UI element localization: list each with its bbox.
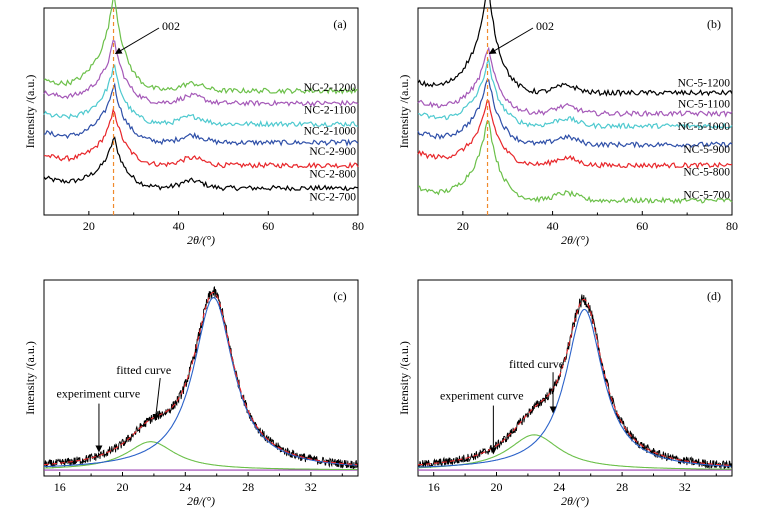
series-label: NC-5-700 [683, 189, 730, 201]
series-line-nc-2-1000 [43, 63, 359, 128]
plot-frame [417, 7, 733, 216]
series-label: NC-5-1100 [678, 98, 730, 110]
x-tick-label: 32 [679, 480, 691, 494]
x-axis-label: 2θ/(°) [187, 494, 215, 508]
series-label: NC-5-1200 [678, 78, 731, 90]
y-axis-label: Intensity /(a.u.) [397, 341, 411, 415]
series-label: NC-2-900 [309, 146, 356, 158]
annotation-arrow [488, 27, 534, 55]
x-tick-label: 16 [428, 480, 440, 494]
series-line-nc-5-900 [417, 79, 733, 149]
curve-annotation: fitted curve [116, 363, 171, 377]
fitted-curve-line [417, 298, 732, 467]
series-label: NC-2-1000 [304, 125, 357, 137]
plot-frame [43, 279, 359, 477]
y-axis-label: Intensity /(a.u.) [397, 75, 411, 149]
fitted-curve-line [43, 291, 358, 466]
peak-annotation: 002 [536, 19, 554, 33]
x-tick-label: 60 [636, 219, 648, 233]
series-line-nc-2-800 [44, 108, 359, 170]
x-tick-label: 24 [179, 480, 191, 494]
fit-peak-1-line [44, 297, 358, 468]
fit-peak-1-line [417, 308, 732, 468]
panel-label: (a) [333, 17, 346, 31]
x-tick-label: 80 [352, 219, 364, 233]
curve-annotation: experiment curve [57, 387, 141, 401]
x-tick-label: 24 [553, 480, 565, 494]
series-label: NC-2-1100 [304, 105, 356, 117]
series-line-nc-5-1200 [417, 0, 733, 98]
x-tick-label: 40 [173, 219, 185, 233]
series-line-nc-2-1100 [43, 39, 359, 107]
x-tick-label: 32 [305, 480, 317, 494]
curve-annotation: fitted curve [509, 357, 564, 371]
panel-label: (b) [707, 17, 721, 31]
series-label: NC-2-800 [309, 169, 356, 181]
fit-peak-2-line [418, 434, 732, 470]
panel-label: (c) [333, 289, 346, 303]
series-line-nc-5-1000 [417, 58, 733, 130]
panel-d: 16 20 24 28 32 2θ/(°) Intensity /(a.u.) (d) expe… [397, 279, 733, 508]
panel-c: 16 20 24 28 32 2θ/(°) Intensity /(a.u.) (c) expe… [23, 279, 359, 508]
x-tick-label: 28 [242, 480, 254, 494]
series-label: NC-2-700 [309, 192, 356, 204]
x-tick-label: 20 [83, 219, 95, 233]
y-axis-label: Intensity /(a.u.) [23, 341, 37, 415]
x-tick-label: 80 [726, 219, 738, 233]
y-axis-label: Intensity /(a.u.) [23, 75, 37, 149]
curve-annotation: experiment curve [440, 389, 524, 403]
x-axis-label: 2θ/(°) [561, 233, 589, 247]
series-line-nc-2-1200 [43, 0, 359, 95]
series-label: NC-5-1000 [678, 121, 731, 133]
panel-b: 20 40 60 80 2θ/(°) Intensity /(a.u.) (b) NC-5-7… [397, 0, 738, 247]
plot-frame [43, 7, 359, 216]
series-label: NC-5-900 [683, 144, 730, 156]
x-tick-label: 20 [117, 480, 129, 494]
series-line-nc-5-800 [417, 100, 733, 170]
experiment-curve [417, 294, 733, 470]
series-line-nc-2-700 [43, 136, 359, 192]
experiment-curve [43, 286, 359, 470]
series-line-nc-5-1100 [417, 46, 733, 118]
x-tick-label: 60 [262, 219, 274, 233]
x-tick-label: 20 [457, 219, 469, 233]
x-tick-label: 28 [616, 480, 628, 494]
annotation-arrow [152, 378, 161, 422]
x-tick-label: 20 [491, 480, 503, 494]
series-line-nc-5-700 [417, 120, 733, 205]
series-label: NC-2-1200 [304, 82, 357, 94]
plot-frame [417, 279, 733, 477]
panel-label: (d) [707, 289, 721, 303]
peak-annotation: 002 [162, 19, 180, 33]
x-axis-label: 2θ/(°) [187, 233, 215, 247]
x-tick-label: 16 [54, 480, 66, 494]
x-tick-label: 40 [547, 219, 559, 233]
series-line-nc-2-900 [43, 82, 359, 147]
x-axis-label: 2θ/(°) [561, 494, 589, 508]
annotation-arrow [114, 27, 160, 55]
panel-a: 20 40 60 80 2θ/(°) Intensity /(a.u.) (a) NC-2-7… [23, 0, 364, 247]
series-label: NC-5-800 [683, 167, 730, 179]
